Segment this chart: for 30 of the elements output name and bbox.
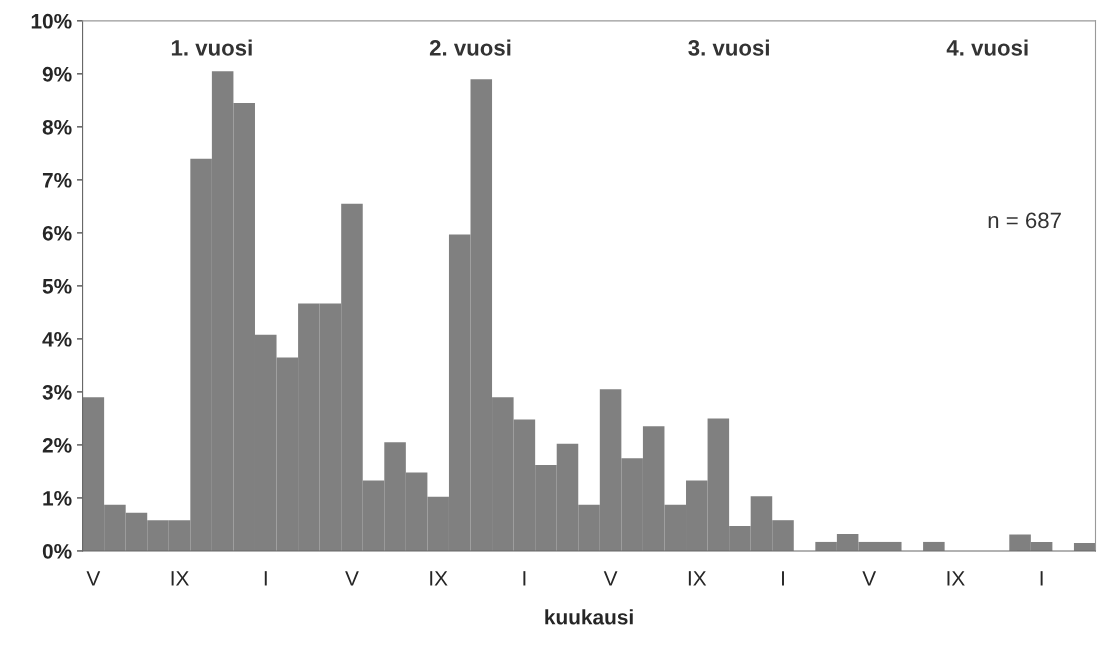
y-tick-label: 7%	[42, 172, 72, 188]
x-tick-label: I	[782, 571, 784, 586]
x-tick-label: V	[345, 571, 359, 586]
x-tick-label: IX	[947, 571, 965, 586]
x-tick-label: I	[523, 571, 526, 586]
bar	[923, 541, 945, 551]
y-tick-label: 4%	[42, 331, 72, 347]
annotation: n = 687	[988, 212, 1061, 229]
annotation: 2. vuosi	[429, 39, 511, 56]
y-tick-label: 8%	[42, 119, 72, 135]
y-tick-label: 9%	[42, 66, 72, 82]
x-tick-label: V	[86, 571, 101, 586]
y-tick-label: 6%	[42, 225, 72, 241]
annotation: 1. vuosi	[171, 39, 252, 56]
y-tick-label: 3%	[42, 384, 72, 400]
x-tick-label: V	[862, 571, 877, 586]
x-axis-title: kuukausi	[545, 609, 633, 625]
x-tick-label: I	[264, 571, 267, 586]
x-tick-label: V	[603, 571, 618, 586]
x-tick-label: IX	[688, 571, 707, 586]
y-tick-label: 2%	[42, 437, 72, 453]
y-tick-label: 1%	[43, 490, 72, 506]
x-tick-label: IX	[171, 571, 189, 586]
annotation: 3. vuosi	[688, 39, 769, 56]
y-tick-label: 5%	[42, 278, 72, 294]
y-tick-label: 10%	[31, 13, 72, 29]
x-tick-label: IX	[430, 571, 448, 586]
x-tick-label: I	[1040, 571, 1043, 586]
annotation: 4. vuosi	[946, 39, 1028, 56]
y-tick-label: 0%	[42, 543, 72, 559]
